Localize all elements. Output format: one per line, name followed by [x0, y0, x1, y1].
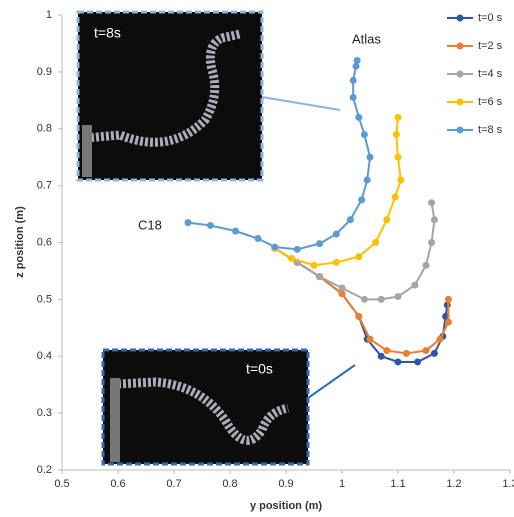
annotation: t=0s	[246, 361, 273, 377]
annotation: t=8s	[94, 25, 121, 41]
marker	[316, 240, 324, 248]
marker	[442, 312, 450, 320]
x-tick-label: 1.1	[390, 478, 405, 490]
legend-label: t=4 s	[478, 68, 503, 80]
marker	[352, 62, 360, 70]
marker	[422, 261, 430, 269]
marker	[271, 243, 279, 251]
annotation: Atlas	[352, 31, 381, 46]
marker	[383, 216, 391, 224]
marker	[338, 290, 346, 298]
marker	[428, 239, 436, 246]
marker	[422, 347, 430, 355]
marker	[366, 335, 374, 343]
marker	[414, 358, 422, 366]
marker	[444, 295, 452, 303]
legend-label: t=0 s	[478, 12, 503, 24]
x-tick-label: 1	[339, 478, 345, 490]
marker	[360, 295, 368, 303]
marker	[377, 352, 385, 360]
marker	[360, 130, 368, 138]
x-tick-label: 0.5	[54, 478, 69, 490]
inset-t8	[76, 10, 341, 182]
y-tick-label: 0.5	[37, 293, 52, 305]
legend-swatch	[456, 126, 464, 134]
legend-label: t=6 s	[478, 96, 503, 108]
x-tick-label: 1.3	[502, 478, 514, 490]
marker	[402, 349, 410, 357]
y-tick-label: 0.2	[37, 464, 52, 476]
marker	[310, 261, 318, 269]
marker	[293, 245, 301, 253]
marker	[206, 221, 214, 229]
marker	[428, 199, 436, 207]
marker	[254, 235, 262, 243]
x-axis-title: y position (m)	[250, 500, 322, 512]
x-tick-label: 0.8	[222, 478, 237, 490]
inset-t0	[101, 348, 356, 466]
marker	[372, 239, 380, 246]
marker	[288, 254, 296, 262]
marker	[383, 347, 391, 355]
marker	[394, 153, 402, 161]
y-tick-label: 0.4	[37, 350, 52, 362]
marker	[349, 76, 357, 84]
marker	[430, 216, 438, 224]
marker	[394, 113, 402, 121]
marker	[444, 318, 452, 326]
annotation: C18	[138, 217, 162, 232]
marker	[332, 258, 340, 266]
marker	[232, 227, 240, 235]
marker	[358, 196, 366, 204]
marker	[394, 293, 402, 301]
marker	[346, 216, 354, 224]
marker	[366, 153, 374, 161]
x-tick-label: 0.7	[166, 478, 181, 490]
marker	[332, 230, 340, 238]
y-tick-label: 0.7	[37, 180, 52, 192]
x-tick-label: 1.2	[446, 478, 461, 490]
x-tick-label: 0.9	[278, 478, 293, 490]
marker	[349, 93, 357, 101]
marker	[391, 193, 399, 201]
legend-swatch	[456, 98, 464, 106]
marker	[355, 253, 363, 261]
legend-label: t=8 s	[478, 124, 503, 136]
marker	[353, 57, 361, 64]
series-line	[274, 202, 436, 301]
marker	[430, 349, 438, 357]
y-tick-label: 1	[46, 9, 52, 21]
marker	[377, 295, 385, 303]
marker	[394, 358, 402, 366]
marker	[338, 284, 346, 292]
legend-swatch	[456, 14, 464, 22]
marker	[397, 176, 405, 184]
y-tick-label: 0.6	[37, 236, 52, 248]
marker	[316, 273, 324, 281]
y-tick-label: 0.8	[37, 123, 52, 135]
y-tick-label: 0.9	[37, 66, 52, 78]
marker	[392, 130, 400, 138]
legend-swatch	[456, 70, 464, 78]
marker	[355, 113, 363, 121]
legend-swatch	[456, 42, 464, 50]
marker	[355, 312, 363, 320]
y-tick-label: 0.3	[37, 407, 52, 419]
marker	[436, 335, 444, 343]
marker	[411, 281, 419, 289]
marker	[363, 176, 371, 184]
marker	[184, 219, 192, 227]
legend-label: t=2 s	[478, 40, 503, 52]
series-line	[274, 117, 402, 267]
y-axis-title: z position (m)	[14, 206, 26, 278]
x-tick-label: 0.6	[110, 478, 125, 490]
